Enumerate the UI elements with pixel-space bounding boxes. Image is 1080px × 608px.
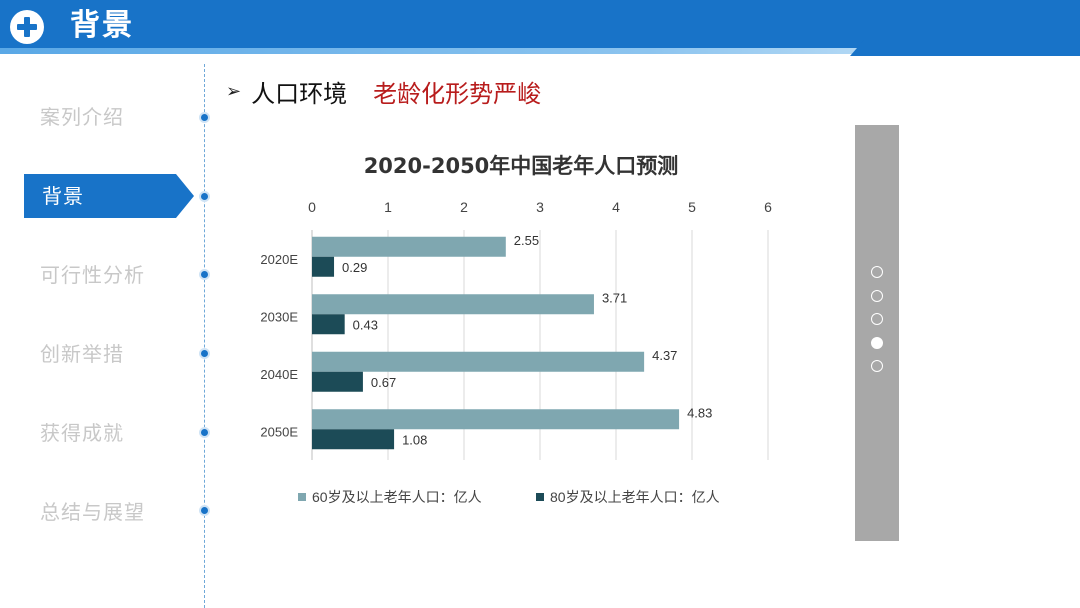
- sidebar-item-achievements[interactable]: 获得成就: [40, 421, 124, 445]
- legend-label: 60岁及以上老年人口：亿人: [312, 489, 482, 505]
- bar-chart: 0 1 2 3 4 5 6 2020E 2.55 0.29 2030E 3.71 0.43 2040E 4.…: [260, 199, 772, 505]
- chart-title: 2020-2050年中国老年人口预测: [363, 154, 679, 178]
- legend-label: 80岁及以上老年人口：亿人: [550, 489, 720, 505]
- bar-60plus: [312, 236, 506, 257]
- x-tick-label: 5: [688, 199, 696, 215]
- data-label: 4.37: [652, 348, 677, 363]
- bar-60plus: [312, 294, 594, 315]
- pager-dot[interactable]: [871, 336, 883, 349]
- data-label: 2.55: [514, 233, 539, 248]
- bar-80plus: [312, 371, 363, 392]
- x-tick-label: 2: [460, 199, 468, 215]
- sidebar-item-summary[interactable]: 总结与展望: [40, 500, 145, 524]
- nav-dot: [199, 505, 210, 516]
- nav-dot: [199, 348, 210, 359]
- sidebar-item-innovation[interactable]: 创新举措: [40, 342, 124, 366]
- header-banner: 背景: [0, 0, 1080, 56]
- data-label: 4.83: [687, 405, 712, 420]
- data-label: 0.43: [353, 317, 378, 332]
- subtitle-highlight: 老龄化形势严峻: [373, 79, 542, 108]
- pager-dot[interactable]: [871, 360, 883, 372]
- x-tick-label: 4: [612, 199, 620, 215]
- header-stripe: [0, 48, 1080, 54]
- sidebar-item-case-intro[interactable]: 案列介绍: [40, 105, 124, 129]
- pager-dot[interactable]: [871, 313, 883, 325]
- y-category-label: 2040E: [260, 367, 298, 382]
- nav-dot: [199, 269, 210, 280]
- x-tick-label: 6: [764, 199, 772, 215]
- pager-dot[interactable]: [871, 266, 883, 278]
- legend-swatch: [536, 493, 544, 501]
- nav-dot-active: [199, 191, 210, 202]
- y-category-label: 2020E: [260, 252, 298, 267]
- nav-dot: [199, 112, 210, 123]
- x-tick-label: 3: [536, 199, 544, 215]
- page-title: 背景: [70, 8, 134, 43]
- plus-icon: [10, 10, 44, 44]
- slide-pager: [855, 125, 899, 541]
- data-label: 0.29: [342, 260, 367, 275]
- subtitle-main: 人口环境: [251, 79, 348, 108]
- bullet-arrow-icon: ➢: [226, 80, 242, 102]
- y-category-label: 2050E: [260, 424, 298, 439]
- nav-timeline-line: [204, 64, 205, 608]
- bar-60plus: [312, 351, 645, 372]
- data-label: 1.08: [402, 432, 427, 447]
- sidebar-item-background[interactable]: 背景: [24, 174, 194, 218]
- legend-swatch: [298, 493, 306, 501]
- nav-dot: [199, 427, 210, 438]
- data-label: 3.71: [602, 290, 627, 305]
- bar-80plus: [312, 314, 345, 335]
- sidebar-item-feasibility[interactable]: 可行性分析: [40, 263, 145, 287]
- x-tick-label: 0: [308, 199, 316, 215]
- x-tick-label: 1: [384, 199, 392, 215]
- section-subtitle: ➢ 人口环境 老龄化形势严峻: [226, 74, 541, 108]
- pager-dot[interactable]: [871, 289, 883, 302]
- bar-80plus: [312, 429, 395, 450]
- header-tab-accent: [850, 40, 1080, 56]
- chart-container: 2020-2050年中国老年人口预测 0 1 2 3 4 5 6 2020E 2.55 0.29 2…: [246, 138, 796, 530]
- bar-60plus: [312, 409, 680, 430]
- y-category-label: 2030E: [260, 309, 298, 324]
- data-label: 0.67: [371, 375, 396, 390]
- bar-80plus: [312, 256, 335, 277]
